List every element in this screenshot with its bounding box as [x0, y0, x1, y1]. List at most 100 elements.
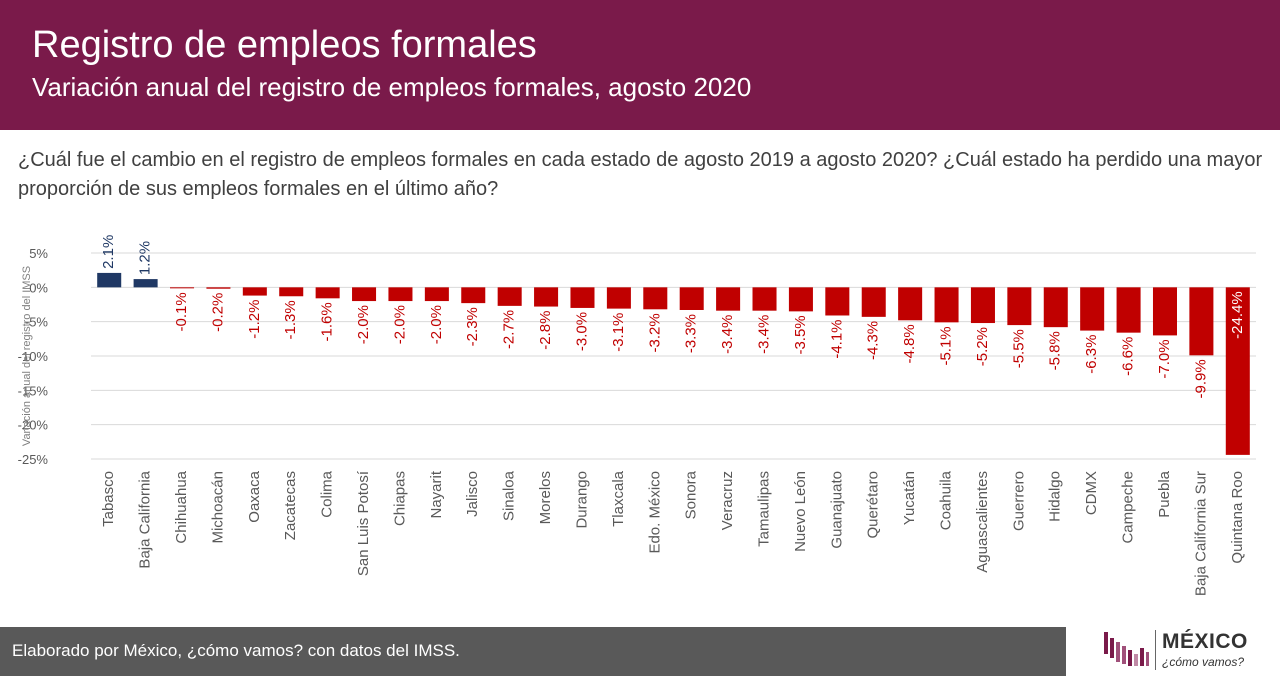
y-tick-label: -15% — [18, 383, 49, 398]
bar — [388, 287, 413, 302]
category-label: Michoacán — [209, 471, 226, 544]
bar — [606, 287, 631, 309]
category-label: Campeche — [1120, 471, 1137, 544]
page-subtitle: Variación anual del registro de empleos … — [32, 72, 752, 102]
data-label: -7.0% — [1156, 339, 1173, 378]
category-label: Quintana Roo — [1229, 471, 1246, 564]
data-label: -4.8% — [901, 324, 918, 363]
data-label: -9.9% — [1192, 359, 1209, 398]
data-label: 1.2% — [137, 241, 154, 275]
data-label: -5.5% — [1010, 329, 1027, 368]
bar — [1080, 287, 1105, 331]
y-tick-label: 5% — [29, 246, 48, 261]
bar — [570, 287, 595, 308]
data-label: -2.3% — [464, 307, 481, 346]
data-label: -2.7% — [501, 310, 518, 349]
bar — [788, 287, 813, 312]
data-label: -6.6% — [1120, 337, 1137, 376]
category-label: Coahuila — [938, 470, 955, 530]
bar — [825, 287, 850, 316]
y-tick-label: -25% — [18, 452, 49, 467]
data-label: -5.1% — [938, 326, 955, 365]
category-label: Sonora — [683, 470, 700, 519]
category-label: Yucatán — [901, 471, 918, 525]
category-label: CDMX — [1083, 471, 1100, 515]
category-label: Zacatecas — [282, 471, 299, 540]
bar-chart: 5% 0% -5% -10% -15% -20% -25% Variación anual d… — [18, 235, 1256, 596]
data-label: -3.0% — [573, 312, 590, 351]
data-label: 2.1% — [100, 235, 117, 269]
bar — [1152, 287, 1177, 336]
logo-separator — [1155, 630, 1156, 670]
y-tick-label: -5% — [25, 315, 49, 330]
bar — [133, 279, 158, 288]
category-label: Edo. México — [646, 471, 663, 554]
data-label: -2.8% — [537, 311, 554, 350]
footer-bar: Elaborado por México, ¿cómo vamos? con d… — [0, 627, 1066, 676]
bar — [934, 287, 959, 323]
bar — [1225, 287, 1250, 455]
data-label: -3.4% — [719, 315, 736, 354]
y-axis-title: Variación anual del registro del IMSS — [21, 266, 33, 446]
mexico-como-vamos-logo: MÉXICO ¿cómo vamos? — [1100, 628, 1280, 674]
chart-question: ¿Cuál fue el cambio en el registro de em… — [18, 149, 1263, 200]
data-label: -0.1% — [173, 292, 190, 331]
category-label: Nuevo León — [792, 471, 809, 552]
logo-bars-icon — [1104, 632, 1149, 666]
category-label: Guanajuato — [828, 471, 845, 549]
bar — [352, 287, 377, 302]
category-label: Tamaulipas — [755, 471, 772, 547]
bar — [1043, 287, 1068, 328]
bar — [643, 287, 668, 310]
category-label: Jalisco — [464, 471, 481, 517]
data-label: -0.2% — [209, 293, 226, 332]
bar — [206, 287, 231, 289]
data-label: -3.4% — [755, 315, 772, 354]
data-label: -2.0% — [391, 305, 408, 344]
bar — [97, 272, 122, 288]
bar — [242, 287, 267, 296]
category-label: Oaxaca — [246, 470, 263, 522]
data-label: -2.0% — [428, 305, 445, 344]
category-label: Baja California — [137, 470, 154, 568]
data-label: -3.3% — [683, 314, 700, 353]
y-tick-label: -20% — [18, 418, 49, 433]
logo-wordmark: MÉXICO — [1162, 630, 1248, 653]
category-label: Chiapas — [391, 471, 408, 526]
data-label: -6.3% — [1083, 335, 1100, 374]
bar — [170, 287, 195, 289]
data-label: -3.2% — [646, 313, 663, 352]
data-label: -1.2% — [246, 300, 263, 339]
bar — [1007, 287, 1032, 326]
logo-tagline: ¿cómo vamos? — [1162, 655, 1245, 669]
bar — [315, 287, 340, 299]
category-label: Veracruz — [719, 471, 736, 530]
category-label: Nayarit — [428, 470, 445, 518]
y-tick-label: -10% — [18, 349, 49, 364]
bar — [679, 287, 704, 310]
bar — [497, 287, 522, 306]
data-label: -5.8% — [1047, 331, 1064, 370]
data-label: -3.1% — [610, 313, 627, 352]
bar — [861, 287, 886, 317]
category-label: Baja California Sur — [1192, 471, 1209, 596]
category-label: Morelos — [537, 471, 554, 524]
bar — [534, 287, 559, 307]
y-tick-label: 0% — [29, 280, 48, 295]
data-label: -1.3% — [282, 300, 299, 339]
bar — [1189, 287, 1214, 356]
data-label: -2.0% — [355, 305, 372, 344]
data-label: -24.4% — [1229, 291, 1246, 339]
bar — [1116, 287, 1141, 333]
footer-credit: Elaborado por México, ¿cómo vamos? con d… — [12, 641, 460, 660]
category-label: Querétaro — [865, 471, 882, 539]
bar — [424, 287, 449, 302]
data-label: -1.6% — [319, 302, 336, 341]
category-label: Puebla — [1156, 470, 1173, 517]
bar — [461, 287, 486, 304]
data-label: -4.3% — [865, 321, 882, 360]
header-banner: Registro de empleos formales Variación a… — [0, 0, 1280, 130]
bar — [279, 287, 304, 297]
category-label: Tabasco — [100, 471, 117, 527]
page-title: Registro de empleos formales — [32, 24, 537, 66]
